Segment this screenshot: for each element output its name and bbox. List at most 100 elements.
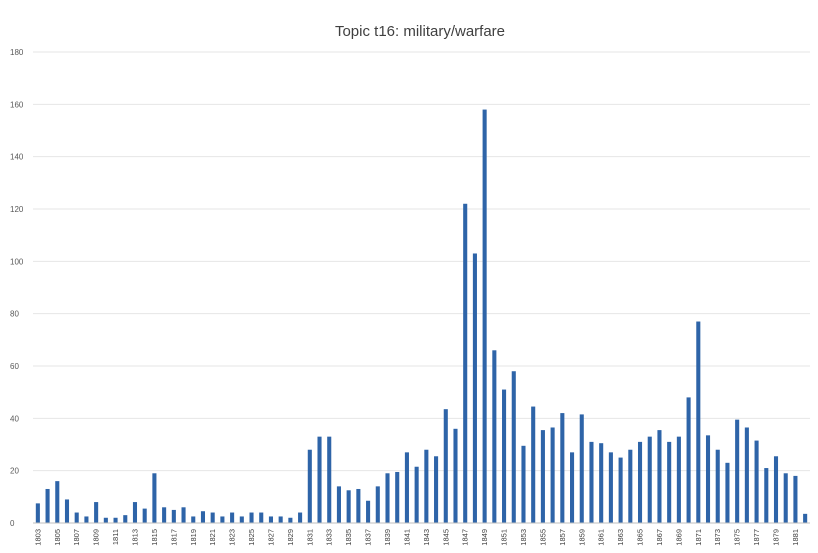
x-tick-label: 1855 [538,529,547,546]
x-tick-label: 1841 [402,529,411,546]
bar-1829 [288,517,293,523]
x-tick-label: 1865 [636,529,645,546]
bar-1881 [793,475,798,523]
bar-1875 [735,419,740,523]
bar-1876 [744,427,749,523]
y-tick-label: 80 [10,310,19,319]
x-tick-label: 1833 [325,529,334,546]
bar-1817 [171,509,176,523]
bar-1803 [35,503,40,523]
bar-1864 [628,449,633,523]
bar-1874 [725,462,730,523]
bar-1879 [773,456,779,523]
bar-1855 [540,430,545,523]
x-tick-label: 1871 [694,529,703,546]
x-tick-label: 1873 [713,529,722,546]
bar-1804 [45,488,50,523]
x-tick-label: 1853 [519,529,528,546]
bar-1848 [472,253,477,523]
x-tick-label: 1825 [247,529,256,546]
bar-1827 [268,516,273,523]
x-tick-label: 1849 [480,529,489,546]
bar-1807 [74,512,79,523]
bar-1821 [210,512,215,523]
x-tick-label: 1837 [364,529,373,546]
x-tick-label: 1863 [616,529,625,546]
bar-1810 [103,517,108,523]
x-tick-label: 1857 [558,529,567,546]
bar-1815 [152,473,157,523]
x-tick-label: 1847 [461,529,470,546]
bar-1882 [803,513,808,523]
x-tick-label: 1879 [772,529,781,546]
y-tick-label: 20 [10,467,19,476]
x-tick-label: 1861 [597,529,606,546]
y-tick-label: 180 [10,48,24,57]
bar-1854 [531,406,536,523]
bar-1839 [385,473,390,523]
bar-1862 [608,452,613,523]
x-tick-label: 1859 [577,529,586,546]
y-tick-label: 140 [10,153,24,162]
x-tick-label: 1807 [72,529,81,546]
x-tick-label: 1815 [150,529,159,546]
bar-1826 [259,512,264,523]
bar-1834 [336,486,341,523]
bar-1871 [696,321,701,523]
x-tick-label: 1831 [305,529,314,546]
bar-1870 [686,397,691,523]
bar-1833 [327,436,332,523]
y-tick-label: 0 [10,519,15,528]
bar-1818 [181,507,186,523]
bar-1860 [589,441,594,523]
bar-1856 [550,427,555,523]
bar-1878 [764,468,769,523]
bar-1858 [570,452,575,523]
x-tick-label: 1805 [53,529,62,546]
x-axis-ticks: 1803 1805 1807 1809 1811 1813 1815 1817 1819 1821… [33,529,800,546]
x-tick-label: 1821 [208,529,217,546]
x-tick-label: 1869 [674,529,683,546]
bar-1852 [511,371,516,523]
bar-1835 [346,490,351,523]
y-tick-label: 160 [10,100,24,109]
bar-1808 [84,516,89,523]
y-tick-label: 100 [10,257,24,266]
bar-1850 [492,350,497,523]
bar-1841 [404,452,409,523]
bar-1819 [191,516,196,523]
x-tick-label: 1809 [92,529,101,546]
bar-1832 [317,436,322,523]
bar-1846 [453,428,458,523]
x-tick-label: 1813 [130,529,139,546]
bar-1845 [443,409,448,523]
x-tick-label: 1827 [266,529,275,546]
x-tick-label: 1803 [33,529,42,546]
x-tick-label: 1817 [169,529,178,546]
bars [35,109,808,524]
bar-1866 [647,436,652,523]
x-tick-label: 1851 [500,529,509,546]
bar-1809 [94,502,99,523]
bar-1828 [278,516,283,523]
x-tick-label: 1829 [286,529,295,546]
y-tick-label: 120 [10,205,24,214]
bar-1825 [249,512,254,523]
y-tick-label: 60 [10,362,19,371]
bar-1880 [783,473,788,523]
bar-1824 [239,516,244,523]
bar-1813 [132,502,138,523]
x-tick-label: 1875 [733,529,742,546]
gridlines [33,51,810,472]
x-tick-label: 1819 [189,529,198,546]
bar-1820 [200,511,206,523]
bar-1868 [667,441,672,523]
bar-1816 [162,507,167,523]
bar-1840 [395,471,400,523]
bar-1814 [142,508,147,523]
y-tick-label: 40 [10,414,19,423]
bar-1822 [220,516,225,523]
chart-title: Topic t16: military/warfare [335,23,505,40]
bar-1842 [414,466,419,523]
